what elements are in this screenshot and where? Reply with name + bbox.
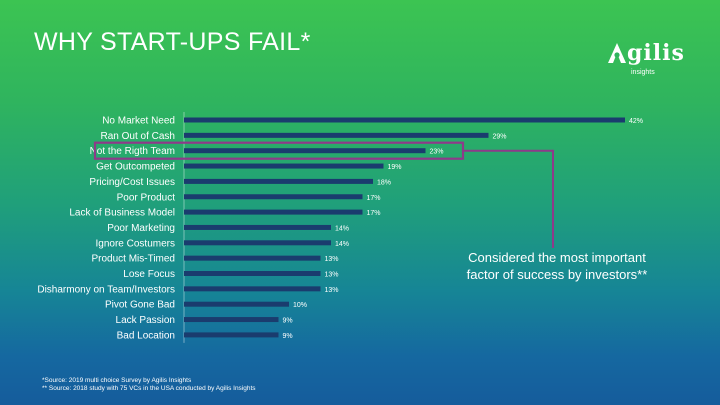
bar: [184, 271, 321, 276]
bar: [184, 301, 289, 307]
category-label: Not the Rigth Team: [90, 146, 175, 157]
value-label: 13%: [325, 272, 339, 279]
value-label: 13%: [325, 256, 339, 263]
bar: [184, 332, 279, 338]
callout-text: Considered the most important factor of …: [466, 250, 648, 282]
bar: [184, 194, 363, 200]
logo-a-icon: [608, 43, 626, 63]
value-label: 10%: [293, 302, 307, 309]
value-label: 23%: [430, 149, 444, 156]
category-label: No Market Need: [102, 116, 175, 127]
category-label: Lose Focus: [123, 269, 175, 280]
bar: [184, 132, 489, 138]
category-label: Lack Passion: [116, 315, 175, 326]
bar: [184, 317, 279, 323]
bar: [184, 117, 625, 123]
category-label: Poor Product: [117, 192, 176, 203]
value-label: 17%: [367, 210, 381, 217]
value-label: 29%: [493, 133, 507, 140]
value-label: 9%: [283, 333, 293, 340]
callout-connector: [463, 149, 554, 248]
value-label: 42%: [629, 118, 643, 125]
value-label: 19%: [388, 164, 402, 171]
footnote-1: *Source: 2019 multi choice Survey by Agi…: [42, 377, 192, 384]
category-label: Get Outcompeted: [96, 162, 175, 173]
bar: [184, 163, 384, 169]
agilis-logo: gilis insights: [607, 40, 687, 80]
value-label: 14%: [335, 225, 349, 232]
category-label: Product Mis-Timed: [91, 254, 175, 265]
bar: [184, 209, 363, 215]
page-title: WHY START-UPS FAIL*: [34, 28, 311, 56]
value-label: 17%: [367, 195, 381, 202]
category-label: Pivot Gone Bad: [105, 300, 175, 311]
category-label: Pricing/Cost Issues: [89, 177, 175, 188]
logo-word: gilis: [627, 40, 685, 66]
category-label: Ran Out of Cash: [101, 131, 175, 142]
value-label: 14%: [335, 241, 349, 248]
value-label: 18%: [377, 179, 391, 186]
footnote-2: ** Source: 2018 study with 75 VCs in the…: [42, 385, 256, 392]
category-label: Bad Location: [117, 330, 175, 341]
category-label: Disharmony on Team/Investors: [37, 284, 175, 295]
bar: [184, 178, 373, 184]
category-label: Lack of Business Model: [69, 208, 175, 219]
bar: [184, 240, 331, 246]
category-label: Poor Marketing: [107, 223, 175, 234]
bar: [184, 148, 426, 154]
value-label: 9%: [283, 318, 293, 325]
category-label: Ignore Costumers: [96, 238, 175, 249]
bar: [184, 286, 321, 292]
logo-subtitle: insights: [631, 69, 655, 76]
bar: [184, 224, 331, 230]
value-label: 13%: [325, 287, 339, 294]
bar: [184, 255, 321, 261]
